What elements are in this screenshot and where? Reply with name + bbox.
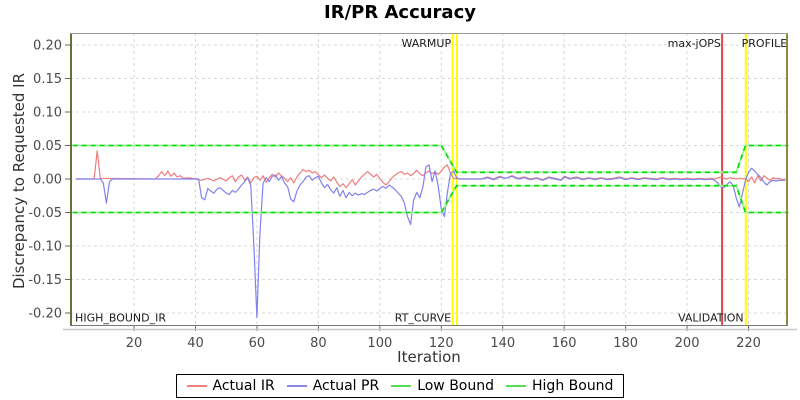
phase-label-rt_curve: RT_CURVE	[395, 312, 451, 325]
legend-item: Actual PR	[286, 378, 380, 394]
phase-label-validation: VALIDATION	[678, 312, 744, 325]
legend-item: High Bound	[506, 378, 613, 394]
legend-label: High Bound	[532, 378, 614, 394]
y-tick-label: -0.15	[28, 273, 62, 288]
series-actual-pr	[75, 164, 786, 319]
phase-label-max-jops: max-jOPS	[668, 37, 721, 50]
phase-label-high_bound_ir: HIGH_BOUND_IR	[75, 312, 166, 325]
series-low-bound	[72, 184, 789, 214]
legend-label: Low Bound	[417, 378, 495, 394]
x-tick-label: 100	[367, 336, 392, 351]
x-tick-label: 140	[490, 336, 515, 351]
legend-item: Actual IR	[186, 378, 275, 394]
x-tick-label: 20	[126, 336, 143, 351]
legend-swatch-high-bound	[506, 385, 527, 387]
y-tick-label: 0.00	[33, 173, 62, 188]
x-axis-title: Iteration	[397, 348, 461, 366]
x-tick-label: 220	[736, 336, 761, 351]
legend-swatch-actual-ir	[186, 385, 207, 387]
y-axis-title: Discrepancy to Requested IR	[10, 72, 28, 290]
series-high-bound-base	[72, 144, 789, 174]
y-tick-label: 0.15	[33, 72, 62, 87]
x-tick-label: 40	[187, 336, 204, 351]
phase-label-warmup: WARMUP	[401, 37, 451, 50]
legend-swatch-low-bound	[391, 385, 412, 387]
y-tick-label: -0.05	[28, 206, 62, 221]
x-tick-label: 120	[429, 336, 454, 351]
legend-swatch-actual-pr	[286, 385, 307, 387]
phase-label-profile: PROFILE	[742, 37, 788, 50]
y-tick-label: 0.10	[33, 106, 62, 121]
legend-item: Low Bound	[391, 378, 494, 394]
series-high-bound	[72, 144, 789, 174]
y-tick-label: -0.10	[28, 240, 62, 255]
x-tick-label: 80	[310, 336, 327, 351]
y-tick-label: 0.05	[33, 139, 62, 154]
x-tick-label: 200	[675, 336, 700, 351]
legend: Actual IR Actual PR Low Bound High Bound	[175, 374, 625, 398]
x-tick-label: 60	[249, 336, 266, 351]
x-tick-label: 160	[552, 336, 577, 351]
y-tick-label: 0.20	[33, 39, 62, 54]
series-low-bound-base	[72, 184, 789, 214]
legend-label: Actual IR	[212, 378, 275, 394]
legend-label: Actual PR	[312, 378, 380, 394]
y-tick-label: -0.20	[28, 307, 62, 322]
chart-title: IR/PR Accuracy	[324, 2, 476, 23]
x-tick-label: 180	[613, 336, 638, 351]
series-actual-ir	[75, 150, 786, 189]
